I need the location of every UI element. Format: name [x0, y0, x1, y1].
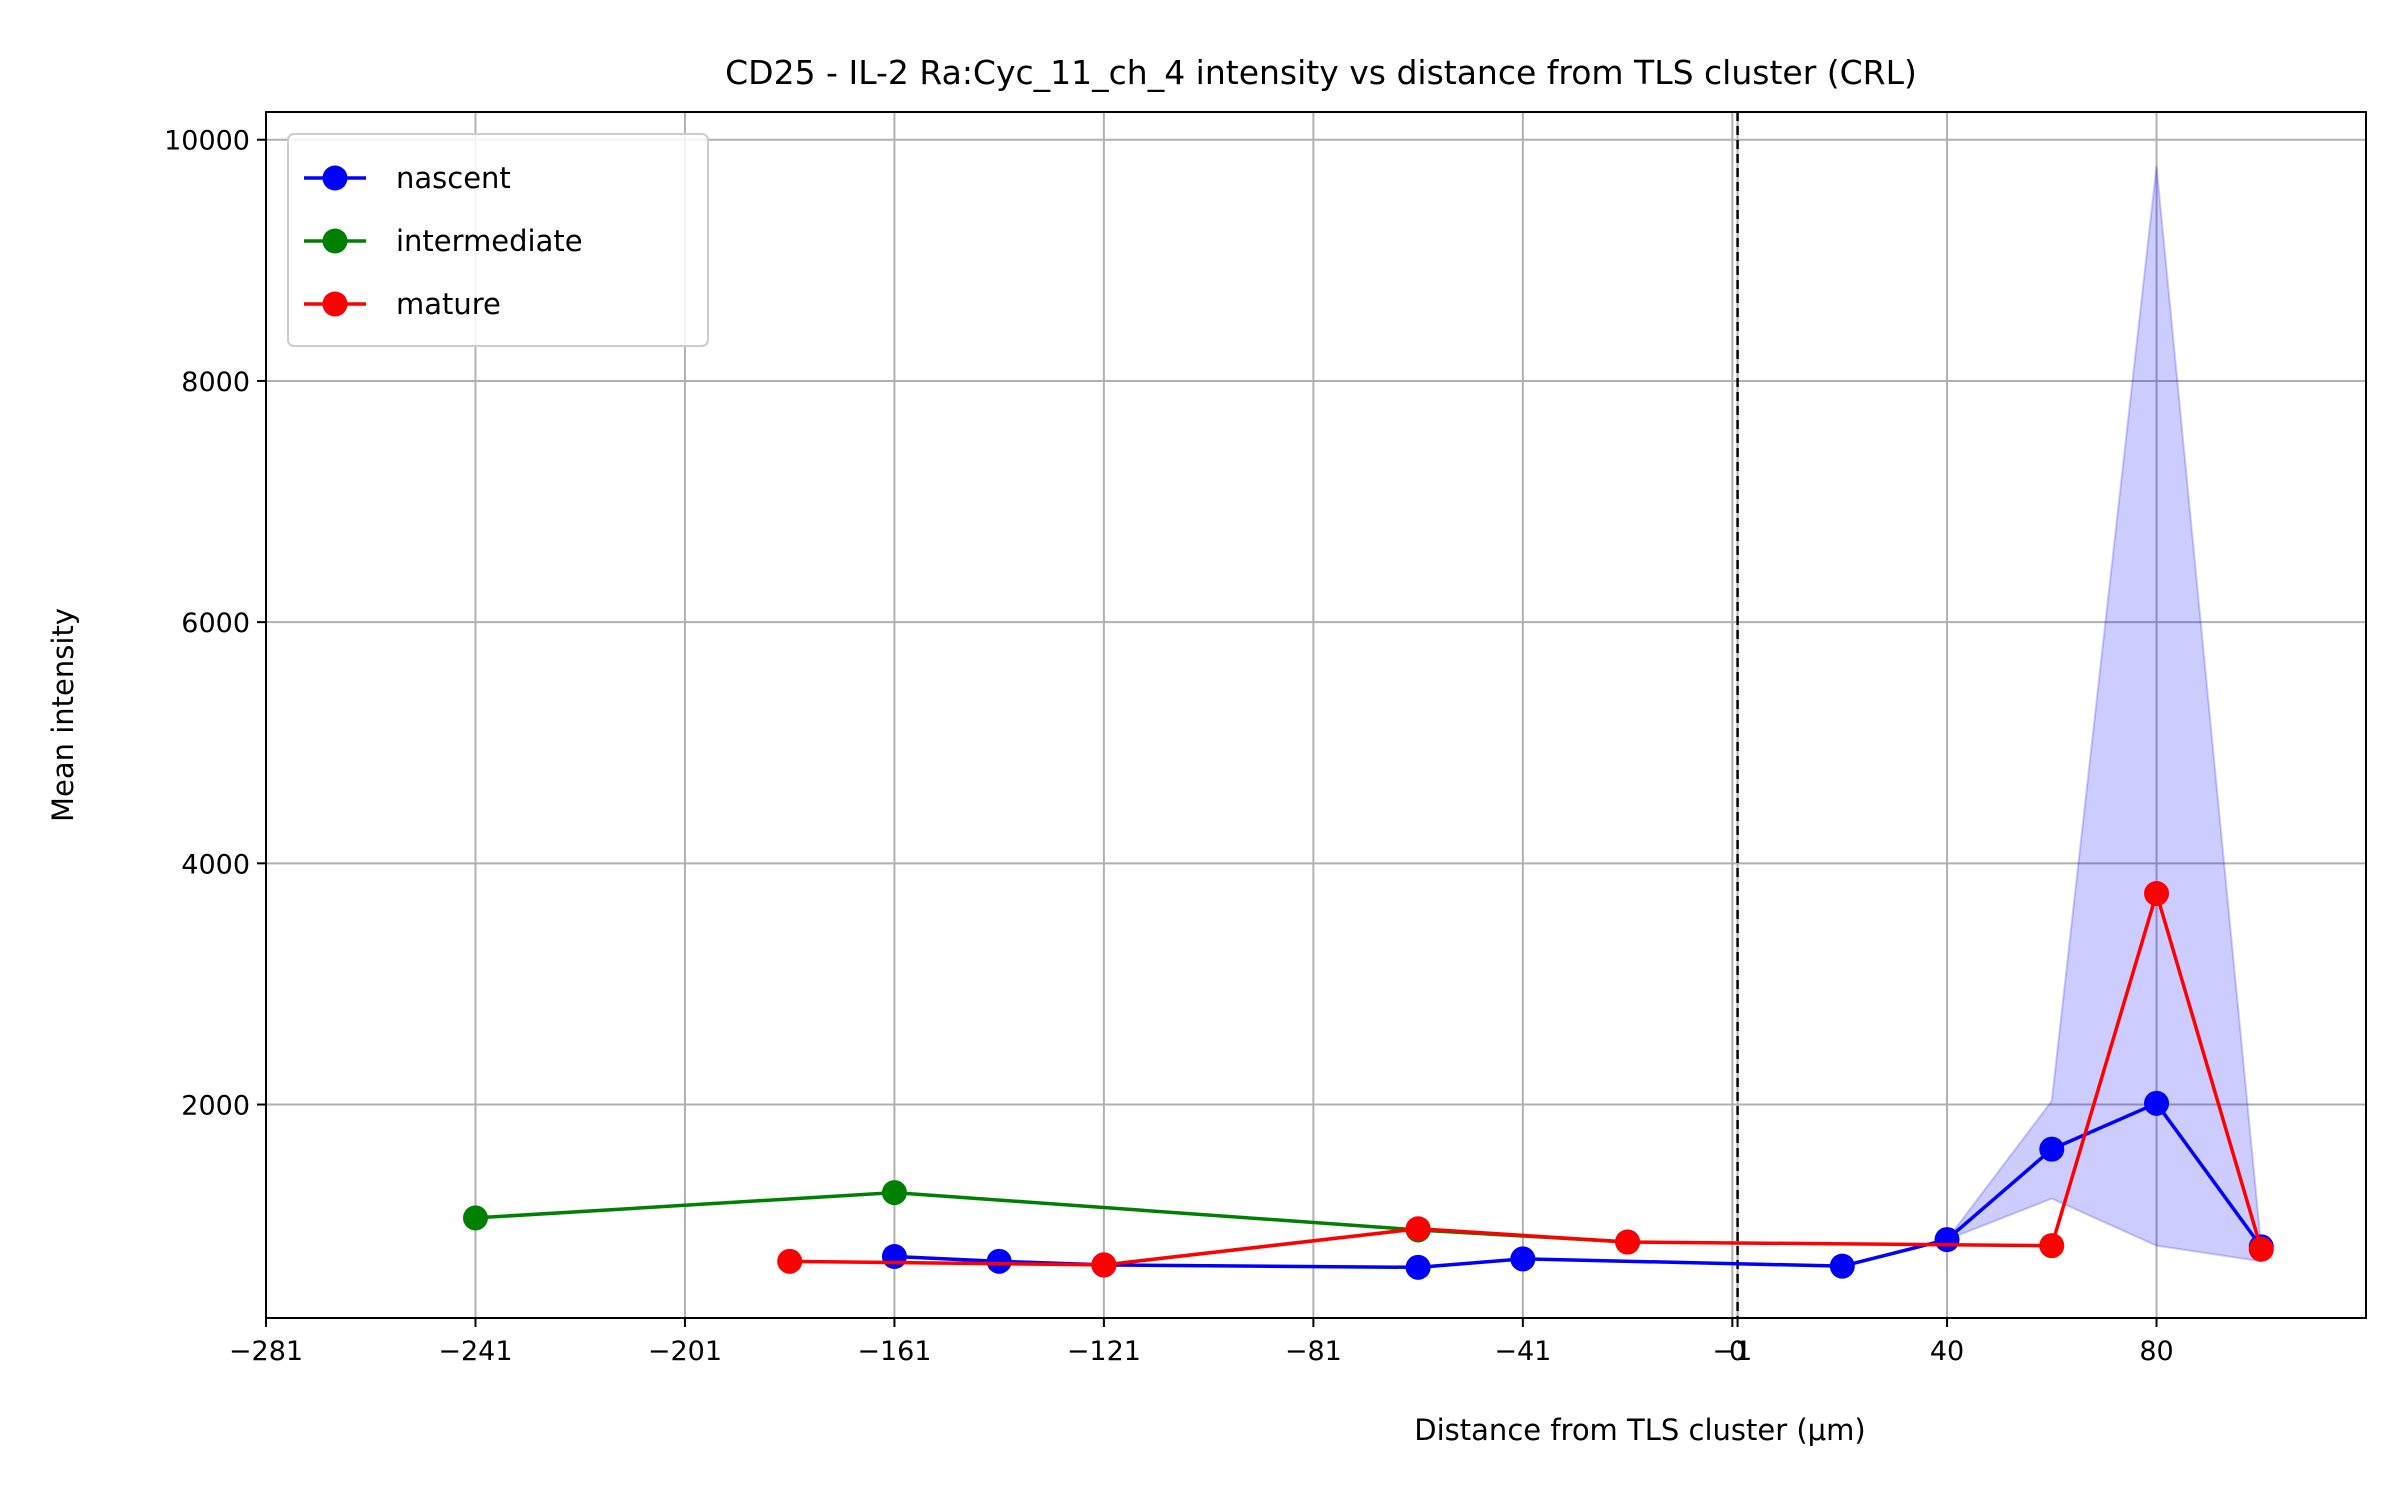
y-axis-label: Mean intensity: [46, 608, 80, 822]
grid: [265, 112, 2366, 1318]
x-tick-label: −281: [229, 1336, 303, 1367]
plot-frame: [265, 111, 2367, 1319]
legend-label: mature: [396, 287, 501, 321]
nascent-point: [1405, 1254, 1431, 1280]
nascent-point: [1934, 1227, 1960, 1253]
nascent-point: [986, 1248, 1012, 1274]
x-axis-label: Distance from TLS cluster (μm): [1414, 1413, 1865, 1447]
y-tick-label: 10000: [164, 126, 250, 157]
nascent-point: [1829, 1253, 1855, 1279]
nascent-point: [2144, 1090, 2170, 1116]
x-tick-label: −161: [857, 1336, 931, 1367]
legend-marker: [322, 228, 348, 254]
x-tick-label: −121: [1067, 1336, 1141, 1367]
x-tick-label: −201: [648, 1336, 722, 1367]
x-tick-label: −41: [1494, 1336, 1551, 1367]
chart-title: CD25 - IL-2 Ra:Cyc_11_ch_4 intensity vs …: [725, 53, 1917, 92]
legend-label: intermediate: [396, 224, 583, 258]
intermediate-point: [881, 1180, 907, 1206]
mature-point: [777, 1248, 803, 1274]
intermediate-point: [462, 1205, 488, 1231]
nascent-point: [1510, 1246, 1536, 1272]
legend-item-intermediate: intermediate: [304, 224, 583, 258]
y-tick-label: 4000: [181, 849, 250, 880]
legend-item-nascent: nascent: [304, 161, 511, 195]
mature-point: [2248, 1236, 2274, 1262]
mature-point: [2144, 880, 2170, 906]
x-tick-label: 40: [1930, 1336, 1964, 1367]
x-tick-label: 80: [2139, 1336, 2173, 1367]
mature-point: [2039, 1233, 2065, 1259]
mature-point: [1615, 1229, 1641, 1255]
legend-marker: [322, 291, 348, 317]
y-tick-label: 2000: [181, 1091, 250, 1122]
x-tick-label: −1: [1712, 1336, 1752, 1367]
legend-box: [287, 133, 709, 347]
series: [462, 880, 2274, 1280]
legend-item-mature: mature: [304, 287, 501, 321]
mature-point: [1405, 1216, 1431, 1242]
legend: nascent intermediate mature: [287, 133, 709, 347]
mature-point: [1091, 1252, 1117, 1278]
ticks: −281 −241 −201 −161 −121 −81 −41 −10 40 80 2000 400…: [164, 126, 2174, 1367]
x-tick-label: 0: [1729, 1336, 1746, 1367]
axes: [265, 111, 2367, 1319]
y-tick-label: 8000: [181, 367, 250, 398]
legend-marker: [322, 165, 348, 191]
y-tick-label: 6000: [181, 608, 250, 639]
nascent-point: [2039, 1136, 2065, 1162]
series-mature: [777, 880, 2274, 1278]
nascent-point: [881, 1243, 907, 1269]
x-tick-label: −241: [438, 1336, 512, 1367]
legend-label: nascent: [396, 161, 511, 195]
x-tick-label: −81: [1285, 1336, 1342, 1367]
